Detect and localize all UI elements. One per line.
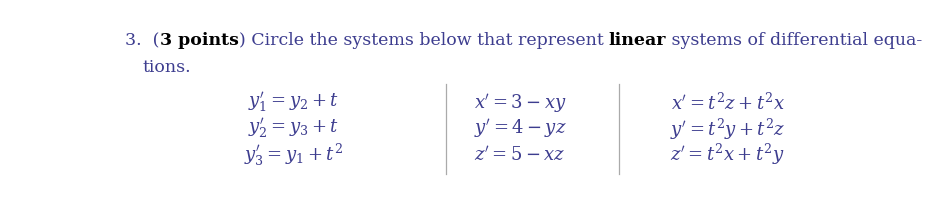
Text: $z' = 5 - xz$: $z' = 5 - xz$ [474,145,565,164]
Text: 3 points: 3 points [160,32,239,49]
Text: $z' = t^2x + t^2y$: $z' = t^2x + t^2y$ [670,142,785,167]
Text: systems of differential equa-: systems of differential equa- [666,32,923,49]
Text: ) Circle the systems below that represent: ) Circle the systems below that represen… [239,32,609,49]
Text: $x' = t^2z + t^2x$: $x' = t^2z + t^2x$ [671,92,785,114]
Text: $y_1' = y_2 + t$: $y_1' = y_2 + t$ [248,91,340,115]
Text: $y_2' = y_3 + t$: $y_2' = y_3 + t$ [248,117,340,141]
Text: tions.: tions. [143,59,191,76]
Text: 3.  (: 3. ( [125,32,160,49]
Text: $y_3' = y_1 + t^2$: $y_3' = y_1 + t^2$ [244,142,343,168]
Text: $y' = 4 - yz$: $y' = 4 - yz$ [474,118,566,140]
Text: $x' = 3 - xy$: $x' = 3 - xy$ [474,92,566,114]
Text: linear: linear [609,32,666,49]
Text: $y' = t^2y + t^2z$: $y' = t^2y + t^2z$ [670,116,786,142]
